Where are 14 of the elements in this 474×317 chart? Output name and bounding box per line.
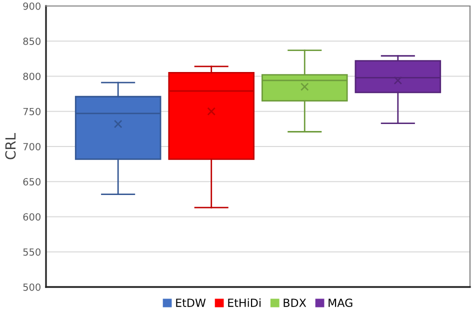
y-tick-label: 800 bbox=[23, 72, 40, 80]
y-tick-label: 550 bbox=[23, 248, 40, 256]
y-tick-label: 650 bbox=[23, 178, 40, 186]
y-tick-label: 500 bbox=[23, 283, 40, 291]
y-tick-label: 850 bbox=[23, 38, 40, 45]
y-tick-label: 750 bbox=[23, 108, 40, 116]
y-tick-label: 900 bbox=[23, 2, 40, 10]
legend-label: EtHiDi bbox=[228, 298, 261, 307]
y-tick-label: 700 bbox=[23, 142, 40, 150]
y-tick-label: 600 bbox=[23, 213, 40, 221]
legend-label: BDX bbox=[284, 298, 306, 307]
y-axis-title: CRL bbox=[5, 133, 16, 160]
legend-label: EtDW bbox=[176, 298, 206, 307]
legend-label: MAG bbox=[328, 298, 352, 308]
